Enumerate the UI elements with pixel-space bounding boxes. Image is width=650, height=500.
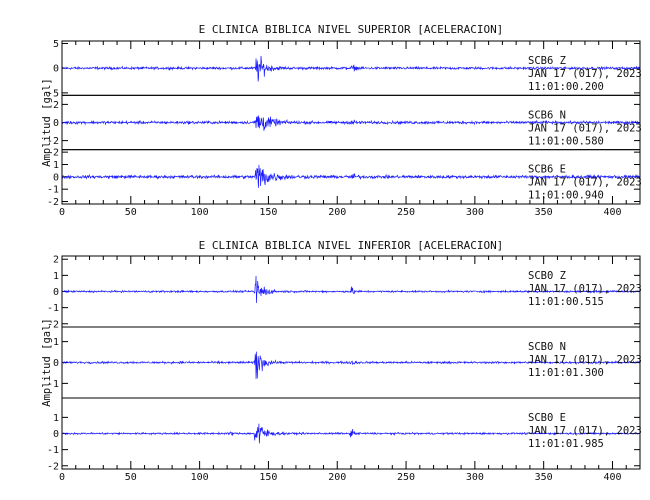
x-tick-label: 200 <box>328 472 346 483</box>
y-tick-label: -1 <box>47 185 59 196</box>
station-label: SCB0 N <box>528 341 566 353</box>
station-label: SCB6 N <box>528 109 566 121</box>
y-tick-label: 1 <box>53 271 59 282</box>
y-tick-label: 2 <box>53 100 59 111</box>
station-label: SCB0 Z <box>528 270 566 282</box>
trace-scb6-e <box>61 164 641 188</box>
y-tick-label: 1 <box>53 413 59 424</box>
time-label: 11:01:00.580 <box>528 135 604 147</box>
x-tick-label: 300 <box>466 472 484 483</box>
time-label: 11:01:01.300 <box>528 367 604 379</box>
figure-inferior: E CLINICA BIBLICA NIVEL INFERIOR [ACELER… <box>41 239 642 483</box>
trace-scb0-n <box>61 351 641 379</box>
y-tick-label: 0 <box>53 172 59 183</box>
time-label: 11:01:00.515 <box>528 296 604 308</box>
y-tick-label: -1 <box>47 303 59 314</box>
y-tick-label: 0 <box>53 287 59 298</box>
y-tick-label: -1 <box>47 445 59 456</box>
time-label: 11:01:01.985 <box>528 438 604 450</box>
y-axis-label: Amplitud [gal] <box>41 78 53 167</box>
x-tick-label: 250 <box>397 207 415 218</box>
y-tick-label: 0 <box>53 429 59 440</box>
date-label: JAN 17 (017), 2023 <box>528 177 642 189</box>
x-tick-label: 0 <box>59 207 65 218</box>
trace-scb6-z <box>61 55 641 82</box>
trace-scb6-n <box>61 115 641 131</box>
y-tick-label: -2 <box>47 136 59 147</box>
y-tick-label: 0 <box>53 118 59 129</box>
x-tick-label: 300 <box>466 207 484 218</box>
station-label: SCB0 E <box>528 412 566 424</box>
y-tick-label: 0 <box>53 64 59 75</box>
chart-title: E CLINICA BIBLICA NIVEL INFERIOR [ACELER… <box>199 239 504 252</box>
x-tick-label: 150 <box>259 472 277 483</box>
date-label: JAN 17 (017), 2023 <box>528 283 642 295</box>
y-tick-label: 1 <box>53 337 59 348</box>
x-tick-label: 200 <box>328 207 346 218</box>
y-tick-label: 0 <box>53 358 59 369</box>
y-tick-label: -5 <box>47 88 59 99</box>
x-tick-label: 400 <box>603 207 621 218</box>
y-tick-label: -2 <box>47 461 59 472</box>
x-tick-label: 100 <box>191 207 209 218</box>
station-label: SCB6 Z <box>528 55 566 67</box>
date-label: JAN 17 (017), 2023 <box>528 425 642 437</box>
y-axis-label: Amplitud [gal] <box>41 318 53 407</box>
y-tick-label: 2 <box>53 148 59 159</box>
x-tick-label: 250 <box>397 472 415 483</box>
x-tick-label: 350 <box>535 207 553 218</box>
station-label: SCB6 E <box>528 164 566 176</box>
y-tick-label: -2 <box>47 319 59 330</box>
x-tick-label: 350 <box>535 472 553 483</box>
y-tick-label: 1 <box>53 160 59 171</box>
date-label: JAN 17 (017), 2023 <box>528 68 642 80</box>
x-tick-label: 100 <box>191 472 209 483</box>
date-label: JAN 17 (017), 2023 <box>528 354 642 366</box>
time-label: 11:01:00.200 <box>528 81 604 93</box>
y-tick-label: -1 <box>47 379 59 390</box>
date-label: JAN 17 (017), 2023 <box>528 122 642 134</box>
chart-title: E CLINICA BIBLICA NIVEL SUPERIOR [ACELER… <box>199 23 504 36</box>
time-label: 11:01:00.940 <box>528 190 604 202</box>
y-tick-label: 2 <box>53 255 59 266</box>
x-tick-label: 400 <box>603 472 621 483</box>
x-tick-label: 50 <box>125 472 137 483</box>
trace-scb0-e <box>61 423 641 444</box>
x-tick-label: 150 <box>259 207 277 218</box>
x-tick-label: 50 <box>125 207 137 218</box>
trace-scb0-z <box>61 275 641 303</box>
figure-superior: E CLINICA BIBLICA NIVEL SUPERIOR [ACELER… <box>41 23 642 218</box>
y-tick-label: 5 <box>53 39 59 50</box>
y-tick-label: -2 <box>47 197 59 208</box>
x-tick-label: 0 <box>59 472 65 483</box>
